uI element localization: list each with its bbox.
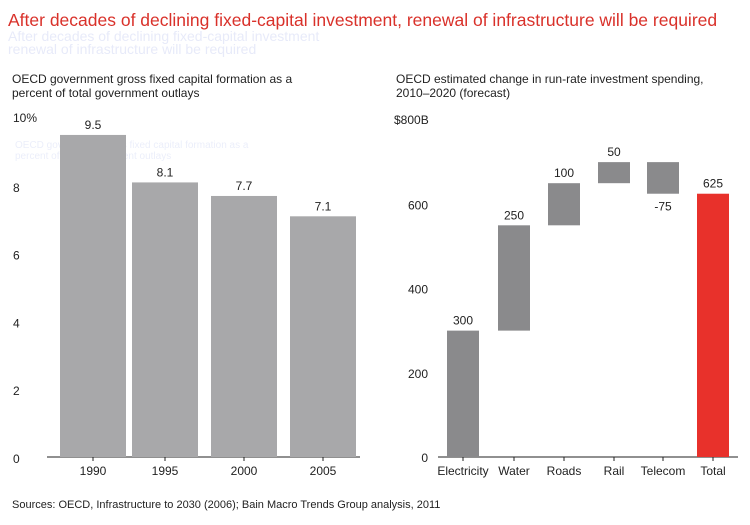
right-y-tick-label: 0 (421, 451, 428, 465)
right-bar-value-label: 250 (504, 208, 524, 222)
right-x-tick-label: Water (498, 464, 530, 478)
right-x-tick-label: Rail (604, 464, 625, 478)
left-bar-value-label: 9.5 (85, 118, 102, 132)
left-y-tick-label: 10% (13, 111, 37, 125)
source-note: Sources: OECD, Infrastructure to 2030 (2… (12, 499, 441, 511)
right-bar-water (498, 225, 530, 331)
right-bar-rail (598, 162, 630, 184)
right-bar-telecom (647, 162, 679, 194)
right-bar-value-label: 100 (554, 166, 574, 180)
left-y-tick-label: 6 (13, 249, 20, 263)
left-bar-chart: 0 2 4 6 8 10% 9.5 1990 8.1 1995 7.7 2000 7.1 2005 (13, 111, 360, 478)
right-y-tick-label: $800B (394, 113, 429, 127)
right-x-tick-label: Total (700, 464, 725, 478)
left-x-tick-label: 1990 (80, 464, 107, 478)
right-chart-title: OECD estimated change in run-rate invest… (396, 72, 704, 100)
right-waterfall-chart: 0 200 400 600 $800B 300 Electricity 250 Water 100… (394, 113, 738, 478)
right-x-tick-label: Telecom (641, 464, 686, 478)
right-bar-value-label: 300 (453, 314, 473, 328)
left-x-tick-label: 2005 (310, 464, 337, 478)
left-bar-value-label: 7.1 (315, 199, 332, 213)
headline-ghost-watermark: After decades of declining fixed-capital… (8, 28, 320, 57)
left-bar-2000 (211, 195, 277, 457)
left-bar-1995 (132, 182, 198, 457)
left-bar-value-label: 7.7 (236, 179, 253, 193)
right-y-tick-label: 200 (408, 367, 428, 381)
left-chart-title: OECD government gross fixed capital form… (12, 72, 293, 100)
right-bar-roads (548, 183, 580, 226)
left-bar-1990 (60, 134, 126, 457)
left-y-tick-label: 4 (13, 316, 20, 330)
right-x-tick-label: Electricity (437, 464, 488, 478)
right-bar-value-label: -75 (654, 200, 672, 214)
left-y-tick-label: 8 (13, 181, 20, 195)
left-x-tick-label: 1995 (152, 464, 179, 478)
headline: After decades of declining fixed-capital… (8, 10, 718, 30)
right-bar-value-label: 625 (703, 177, 723, 191)
left-x-tick-label: 2000 (231, 464, 258, 478)
right-bar-total (697, 193, 729, 457)
left-y-tick-label: 0 (13, 452, 20, 466)
right-y-tick-label: 600 (408, 198, 428, 212)
right-bar-electricity (447, 330, 479, 457)
left-bar-value-label: 8.1 (157, 165, 174, 179)
right-y-tick-label: 400 (408, 283, 428, 297)
right-x-tick-label: Roads (547, 464, 582, 478)
left-y-tick-label: 2 (13, 384, 20, 398)
left-bar-2005 (290, 216, 356, 457)
right-bar-value-label: 50 (607, 145, 621, 159)
